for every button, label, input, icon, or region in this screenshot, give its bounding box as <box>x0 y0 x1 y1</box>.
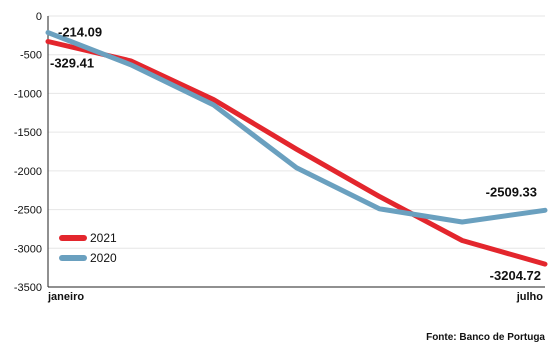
y-tick-label: 0 <box>36 11 42 23</box>
legend: 2021 2020 <box>59 231 117 265</box>
series-lines <box>45 30 548 267</box>
series-line-2021 <box>45 39 548 267</box>
series-line-2020 <box>45 30 548 225</box>
source-note: Fonte: Banco de Portuga <box>426 332 545 343</box>
y-tick-label: -2500 <box>14 205 42 217</box>
x-tick-label: julho <box>516 291 544 303</box>
legend-label-2021: 2021 <box>90 231 117 245</box>
y-axis: 0 -500 -1000 -1500 -2000 -2500 -3000 -3500 <box>14 11 49 294</box>
grid <box>48 15 545 288</box>
y-tick-label: -1000 <box>14 88 42 100</box>
x-tick-label: janeiro <box>47 291 84 303</box>
data-label-2020: -2509.33 <box>486 184 537 199</box>
data-label-2020: -214.09 <box>58 25 102 40</box>
x-axis: janeiro julho <box>47 286 545 303</box>
y-tick-label: -3500 <box>14 282 42 294</box>
y-tick-label: -2000 <box>14 166 42 178</box>
y-tick-label: -1500 <box>14 127 42 139</box>
y-tick-label: -500 <box>20 50 42 62</box>
data-label-2021: -3204.72 <box>490 268 541 283</box>
data-label-2021: -329.41 <box>50 56 94 71</box>
y-tick-label: -3000 <box>14 243 42 255</box>
data-labels: -329.41 -3204.72 -214.09 -2509.33 <box>50 25 541 284</box>
legend-label-2020: 2020 <box>90 251 117 265</box>
